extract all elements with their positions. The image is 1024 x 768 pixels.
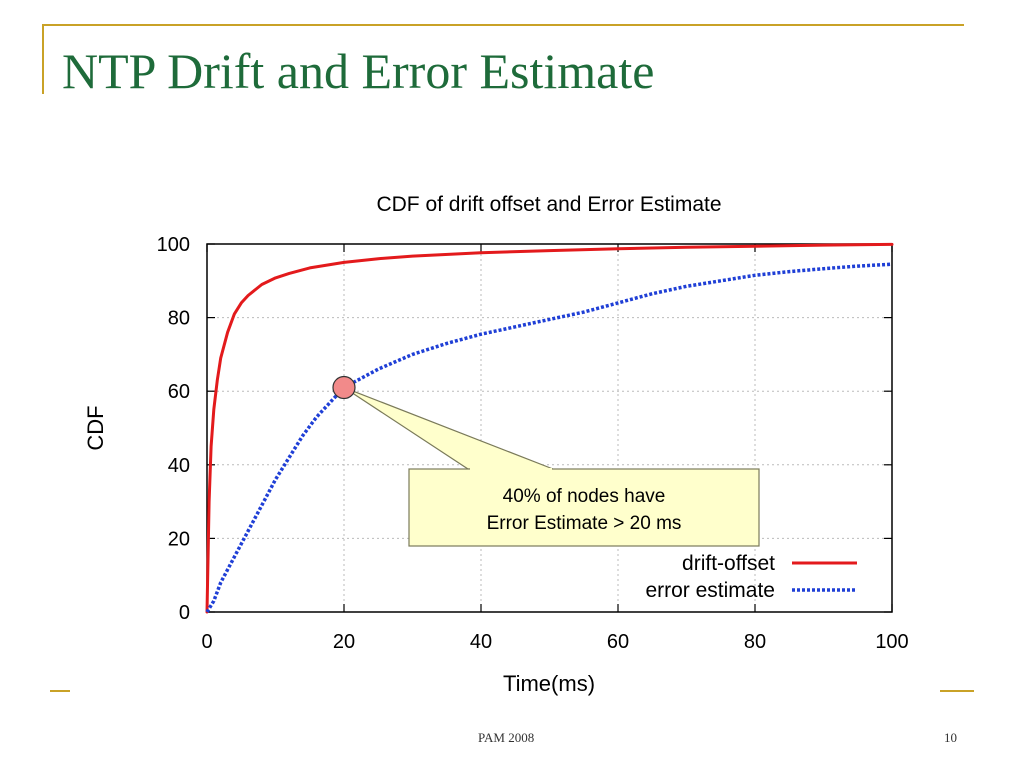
slide-title: NTP Drift and Error Estimate (62, 43, 655, 99)
x-tick-label: 60 (607, 631, 629, 653)
footer-left-rule (50, 690, 70, 692)
title-frame-top-rule (42, 24, 964, 26)
callout-text-line1: 40% of nodes have (503, 486, 666, 507)
y-tick-label: 100 (157, 234, 190, 256)
x-tick-label: 100 (875, 631, 908, 653)
legend-label: drift-offset (682, 552, 775, 575)
callout-text-line2: Error Estimate > 20 ms (487, 513, 682, 534)
callout-pointer (343, 386, 554, 470)
y-tick-label: 60 (168, 381, 190, 403)
legend-label: error estimate (645, 579, 775, 602)
series-line-error-estimate (205, 262, 893, 613)
x-tick-label: 20 (333, 631, 355, 653)
x-tick-label: 80 (744, 631, 766, 653)
y-tick-label: 80 (168, 308, 190, 330)
plot-frame (206, 243, 893, 613)
x-axis-label: Time(ms) (503, 671, 595, 696)
footer-conference: PAM 2008 (478, 730, 535, 745)
footer-page-number: 10 (944, 730, 957, 745)
y-tick-label: 20 (168, 528, 190, 550)
x-tick-label: 0 (201, 631, 212, 653)
y-tick-label: 40 (168, 455, 190, 477)
footer-right-rule (940, 690, 974, 692)
x-tick-label: 40 (470, 631, 492, 653)
title-frame-left-rule (42, 24, 44, 94)
callout-box (408, 468, 760, 547)
chart-title: CDF of drift offset and Error Estimate (376, 193, 721, 216)
y-tick-label: 0 (179, 602, 190, 624)
y-axis-label: CDF (83, 405, 108, 450)
series-line-drift-offset (205, 242, 894, 614)
highlight-marker (332, 375, 356, 400)
